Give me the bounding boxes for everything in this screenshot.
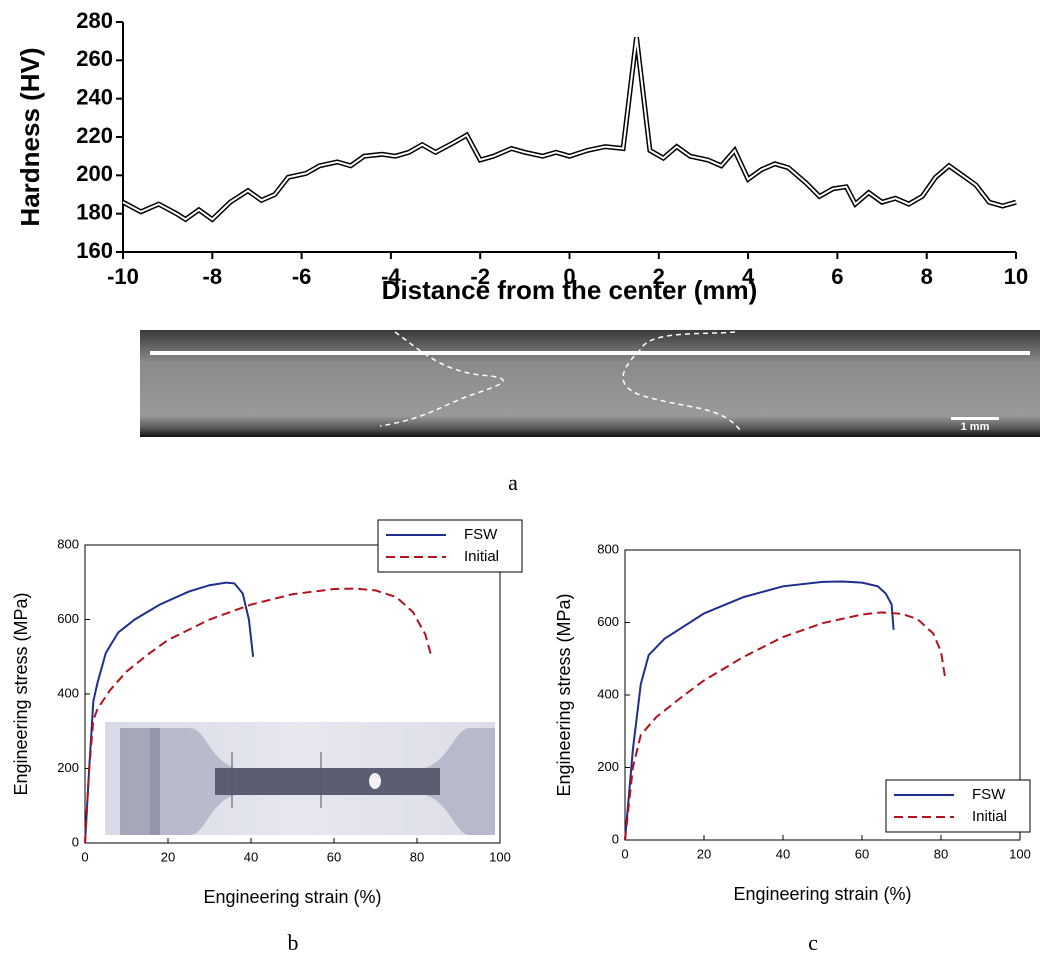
x-tick-label: 10 [1004, 264, 1028, 289]
x-tick-label: 8 [921, 264, 933, 289]
legend-label: FSW [972, 786, 1006, 803]
data-line [624, 611, 946, 841]
data-line [624, 580, 895, 841]
panel-caption: b [288, 930, 299, 955]
panel-caption: c [808, 930, 818, 955]
x-tick-label: 80 [410, 849, 424, 864]
x-tick-label: 80 [934, 846, 948, 861]
y-tick-label: 800 [597, 541, 619, 556]
x-tick-label: 40 [244, 849, 258, 864]
line-inner [122, 37, 1017, 221]
data-line [121, 37, 1017, 223]
y-tick-label: 200 [76, 161, 113, 186]
x-tick-label: 0 [81, 849, 88, 864]
x-tick-label: 60 [327, 849, 341, 864]
x-tick-label: -8 [203, 264, 223, 289]
x-axis-title: Engineering strain (%) [203, 887, 381, 907]
y-tick-label: 600 [597, 614, 619, 629]
x-tick-label: 4 [742, 264, 755, 289]
y-tick-label: 400 [57, 685, 79, 700]
x-tick-label: 20 [161, 849, 175, 864]
y-tick-label: 180 [76, 199, 113, 224]
y-tick-label: 0 [72, 834, 79, 849]
y-tick-label: 160 [76, 238, 113, 263]
panel-caption: a [508, 470, 518, 495]
x-axis-title: Engineering strain (%) [733, 884, 911, 904]
x-axis-title: Distance from the center (mm) [382, 275, 758, 305]
x-tick-label: -6 [292, 264, 312, 289]
x-tick-label: 20 [697, 846, 711, 861]
specimen-photo [105, 722, 495, 835]
y-tick-label: 220 [76, 123, 113, 148]
scale-bar-label: 1 mm [961, 421, 990, 433]
x-tick-label: -10 [107, 264, 139, 289]
y-tick-label: 400 [597, 686, 619, 701]
data-line [84, 587, 433, 844]
y-tick-label: 280 [76, 8, 113, 33]
data-line [84, 581, 255, 844]
legend-label: FSW [464, 526, 498, 543]
legend-box [377, 519, 523, 573]
x-tick-label: 40 [776, 846, 790, 861]
y-axis-title: Engineering stress (MPa) [554, 593, 574, 796]
legend-label: Initial [972, 808, 1007, 825]
y-tick-label: 800 [57, 536, 79, 551]
x-tick-label: 2 [653, 264, 665, 289]
x-tick-label: 60 [855, 846, 869, 861]
y-axis-title: Engineering stress (MPa) [11, 592, 31, 795]
y-tick-label: 260 [76, 46, 113, 71]
x-tick-label: 0 [563, 264, 575, 289]
x-tick-label: 6 [831, 264, 843, 289]
x-tick-label: 100 [489, 849, 511, 864]
y-tick-label: 200 [597, 759, 619, 774]
x-tick-label: -4 [381, 264, 401, 289]
legend-box [885, 779, 1031, 833]
micrograph: 1 mm [140, 330, 1040, 437]
x-tick-label: 0 [621, 846, 628, 861]
y-tick-label: 0 [612, 831, 619, 846]
y-tick-label: 240 [76, 84, 113, 109]
legend-label: Initial [464, 548, 499, 565]
y-axis-title: Hardness (HV) [15, 47, 45, 226]
y-tick-label: 600 [57, 611, 79, 626]
x-tick-label: 100 [1009, 846, 1031, 861]
x-tick-label: -2 [470, 264, 490, 289]
y-tick-label: 200 [57, 760, 79, 775]
